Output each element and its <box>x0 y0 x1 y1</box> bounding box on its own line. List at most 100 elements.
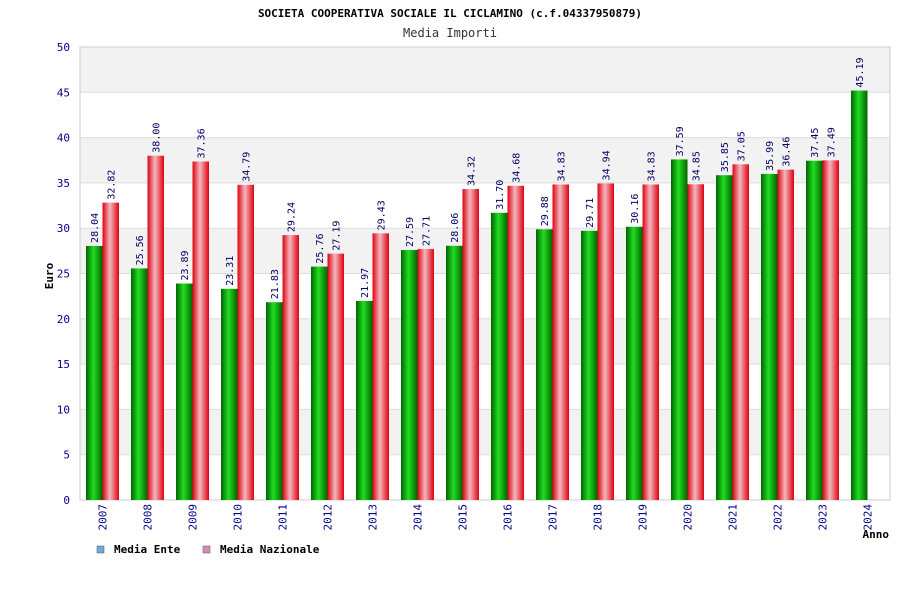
x-tick-label: 2020 <box>682 504 695 531</box>
value-label-nazionale: 34.83 <box>557 151 568 181</box>
bar-media-nazionale <box>822 160 839 500</box>
plot-band <box>80 137 890 183</box>
y-tick-label: 20 <box>57 313 70 326</box>
value-label-nazionale: 32.82 <box>107 170 118 200</box>
value-label-nazionale: 29.24 <box>287 202 298 232</box>
x-tick-label: 2014 <box>412 504 425 531</box>
bar-media-nazionale <box>102 202 119 500</box>
value-label-nazionale: 27.71 <box>422 216 433 246</box>
bar-media-ente <box>851 90 868 500</box>
bar-media-ente <box>761 173 778 500</box>
x-tick-label: 2022 <box>772 504 785 531</box>
bars <box>86 90 868 501</box>
bar-media-ente <box>536 229 553 500</box>
value-label-nazionale: 29.43 <box>377 200 388 230</box>
bar-media-nazionale <box>327 253 344 500</box>
value-label-ente: 23.31 <box>225 256 236 286</box>
y-tick-label: 45 <box>57 86 70 99</box>
value-label-nazionale: 38.00 <box>152 123 163 153</box>
value-label-nazionale: 34.68 <box>512 153 523 183</box>
y-axis-ticks: 0 5 10 15 20 25 30 35 40 45 50 <box>57 41 70 507</box>
value-label-nazionale: 27.19 <box>332 221 343 251</box>
legend-label: Media Ente <box>114 543 181 556</box>
y-axis-label: Euro <box>43 262 56 289</box>
value-label-ente: 27.59 <box>405 217 416 247</box>
legend-label: Media Nazionale <box>220 543 320 556</box>
plot-band <box>80 318 890 365</box>
bar-media-ente <box>401 250 418 500</box>
x-tick-label: 2013 <box>367 504 380 531</box>
bar-media-ente <box>446 245 463 500</box>
x-tick-label: 2009 <box>187 504 200 531</box>
value-label-nazionale: 37.36 <box>197 128 208 158</box>
x-tick-label: 2021 <box>727 504 740 531</box>
value-label-nazionale: 34.79 <box>242 152 253 182</box>
bar-media-ente <box>671 159 688 500</box>
value-label-nazionale: 34.94 <box>602 150 613 180</box>
value-label-ente: 30.16 <box>630 194 641 224</box>
x-tick-label: 2024 <box>862 504 875 531</box>
plot-band <box>80 228 890 274</box>
value-label-ente: 25.56 <box>135 235 146 265</box>
legend: Media Ente Media Nazionale <box>96 543 320 556</box>
value-label-ente: 45.19 <box>855 57 866 87</box>
bar-media-nazionale <box>777 169 794 500</box>
bar-media-ente <box>581 230 598 500</box>
value-label-ente: 35.85 <box>720 142 731 172</box>
bar-media-ente <box>176 283 193 500</box>
value-label-nazionale: 37.05 <box>737 131 748 161</box>
x-tick-label: 2007 <box>97 504 110 531</box>
y-tick-label: 0 <box>63 494 70 507</box>
bar-media-nazionale <box>507 185 524 500</box>
plot-band <box>80 409 890 455</box>
bar-media-ente <box>716 175 733 500</box>
y-tick-label: 5 <box>63 449 70 462</box>
x-tick-label: 2011 <box>277 504 290 531</box>
legend-item: Media Ente <box>96 543 181 556</box>
x-tick-label: 2010 <box>232 504 245 531</box>
x-axis-label: Anno <box>863 528 890 541</box>
legend-item: Media Nazionale <box>202 543 320 556</box>
bar-media-nazionale <box>147 155 164 500</box>
plot-band <box>80 47 890 93</box>
value-label-nazionale: 34.32 <box>467 156 478 186</box>
y-tick-label: 25 <box>57 268 70 281</box>
value-labels: 28.04 32.82 25.56 38.00 23.89 37.36 23.31 34.79… <box>90 57 866 299</box>
value-label-ente: 28.06 <box>450 213 461 243</box>
bar-media-ente <box>491 212 508 500</box>
value-label-ente: 25.76 <box>315 234 326 264</box>
value-label-nazionale: 34.83 <box>647 151 658 181</box>
x-tick-label: 2023 <box>817 504 830 531</box>
bar-media-ente <box>266 302 283 500</box>
value-label-nazionale: 36.46 <box>782 137 793 167</box>
bar-media-ente <box>806 160 823 500</box>
legend-swatch <box>96 545 105 554</box>
value-label-ente: 29.71 <box>585 198 596 228</box>
plot-background <box>79 46 891 501</box>
bar-media-nazionale <box>282 235 299 500</box>
value-label-ente: 21.97 <box>360 268 371 298</box>
bar-media-nazionale <box>237 184 254 500</box>
bar-media-ente <box>86 245 103 500</box>
value-label-ente: 23.89 <box>180 250 191 280</box>
bar-media-nazionale <box>192 161 209 500</box>
bar-media-ente <box>626 226 643 500</box>
bar-media-ente <box>356 300 373 500</box>
x-tick-label: 2019 <box>637 504 650 531</box>
x-tick-label: 2015 <box>457 504 470 531</box>
chart-title: SOCIETA COOPERATIVA SOCIALE IL CICLAMINO… <box>258 7 642 20</box>
y-tick-label: 15 <box>57 358 70 371</box>
value-label-ente: 29.88 <box>540 196 551 226</box>
bar-media-nazionale <box>552 184 569 501</box>
value-label-ente: 35.99 <box>765 141 776 171</box>
x-axis-ticks: 2007 2008 2009 2010 2011 2012 2013 2014 2015 2016… <box>97 504 875 531</box>
y-tick-label: 30 <box>57 222 70 235</box>
bar-media-nazionale <box>687 184 704 500</box>
y-tick-label: 10 <box>57 403 70 416</box>
bar-media-nazionale <box>417 248 434 500</box>
bar-media-nazionale <box>462 189 479 501</box>
x-tick-label: 2018 <box>592 504 605 531</box>
value-label-ente: 21.83 <box>270 269 281 299</box>
